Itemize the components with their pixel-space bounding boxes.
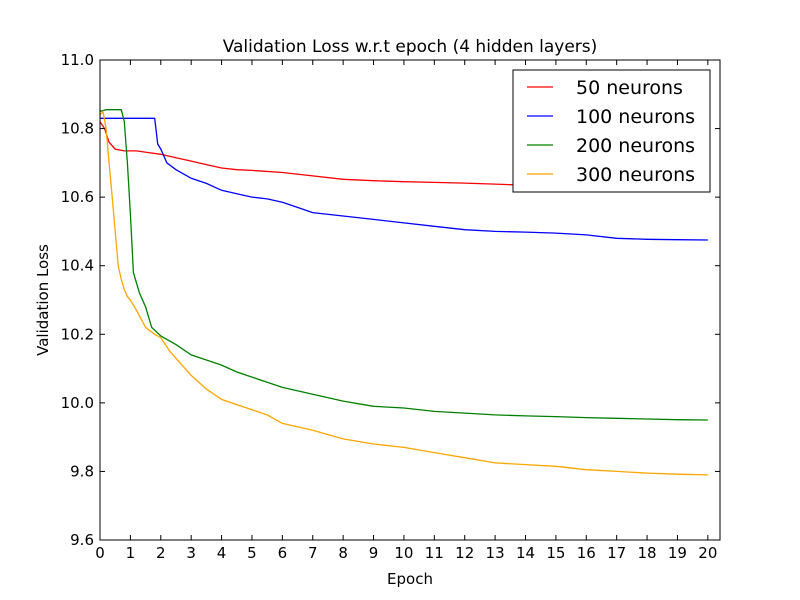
x-tick-label: 18 (638, 544, 657, 562)
y-tick-label: 9.8 (70, 462, 94, 480)
series-line-1 (99, 121, 514, 186)
series-line-4 (99, 109, 708, 476)
x-tick-label: 17 (607, 544, 626, 562)
y-tick-label: 10.4 (61, 257, 94, 275)
x-tick-label: 14 (516, 544, 535, 562)
legend-label: 300 neurons (576, 164, 695, 186)
x-tick-label: 11 (425, 544, 444, 562)
legend-label: 50 neurons (576, 77, 683, 99)
y-tick-label: 9.6 (70, 531, 94, 549)
x-tick-label: 0 (95, 544, 105, 562)
x-tick-label: 7 (308, 544, 318, 562)
x-tick-label: 19 (668, 544, 687, 562)
x-tick-label: 6 (278, 544, 288, 562)
x-tick-label: 2 (156, 544, 166, 562)
x-tick-label: 15 (546, 544, 565, 562)
y-tick-label: 10.2 (61, 325, 94, 343)
y-axis-label: Validation Loss (34, 244, 52, 356)
axes-frame (99, 59, 721, 541)
x-tick-label: 4 (217, 544, 227, 562)
x-tick-label: 10 (394, 544, 413, 562)
series-line-3 (99, 109, 708, 421)
x-tick-label: 1 (126, 544, 136, 562)
legend-box (512, 69, 711, 193)
legend: 50 neurons 100 neurons 200 neurons 300 neur… (512, 69, 711, 193)
x-tick-label: 8 (338, 544, 348, 562)
legend-label: 100 neurons (576, 106, 695, 128)
x-tick-label: 16 (577, 544, 596, 562)
x-axis-label: Epoch (387, 570, 433, 588)
x-tick-label: 12 (455, 544, 474, 562)
legend-label: 200 neurons (576, 135, 695, 157)
chart-title: Validation Loss w.r.t epoch (4 hidden la… (223, 37, 598, 57)
y-tick-label: 10.0 (61, 394, 94, 412)
x-tick-label: 5 (247, 544, 257, 562)
y-tick-label: 10.8 (61, 120, 94, 138)
x-tick-label: 13 (486, 544, 505, 562)
x-tick-label: 3 (186, 544, 196, 562)
x-tick-label: 9 (369, 544, 379, 562)
series-line-2 (100, 117, 708, 241)
y-tick-label: 11.0 (61, 51, 94, 69)
x-tick-label: 20 (698, 544, 717, 562)
plot-area: 0 1 2 3 4 5 6 7 8 9 10 11 12 13 14 15 16 17 18 19 209.69.810… (61, 51, 721, 562)
y-tick-label: 10.6 (61, 188, 94, 206)
